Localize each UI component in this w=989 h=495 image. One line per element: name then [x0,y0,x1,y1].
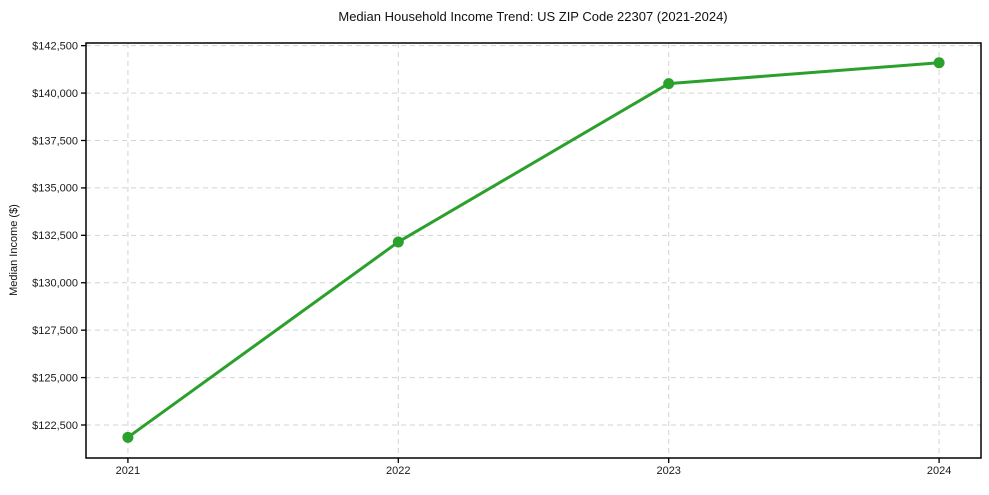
y-tick-label: $122,500 [32,420,78,432]
y-tick-label: $130,000 [32,278,78,290]
x-tick-label: 2021 [116,465,140,477]
data-point-2024 [933,57,945,69]
data-point-2021 [122,431,134,443]
gridlines [86,43,981,458]
y-tick-label: $125,000 [32,372,78,384]
chart-title: Median Household Income Trend: US ZIP Co… [338,9,727,24]
y-tick-label: $135,000 [32,183,78,195]
y-tick-label: $132,500 [32,230,78,242]
axis-ticks [81,45,940,463]
data-point-2023 [663,78,675,90]
y-tick-label: $142,500 [32,40,78,52]
data-point-2022 [392,236,404,248]
y-tick-label: $140,000 [32,88,78,100]
data-series [122,57,945,443]
trend-line [126,61,941,439]
x-tick-label: 2024 [927,465,951,477]
y-axis-label: Median Income ($) [8,204,20,296]
x-tick-label: 2023 [656,465,680,477]
y-tick-label: $127,500 [32,325,78,337]
y-tick-label: $137,500 [32,135,78,147]
x-tick-label: 2022 [386,465,410,477]
plot-border [85,42,982,459]
tick-labels: $122,500 $125,000 $127,500 $130,000 $132,500… [32,40,951,477]
